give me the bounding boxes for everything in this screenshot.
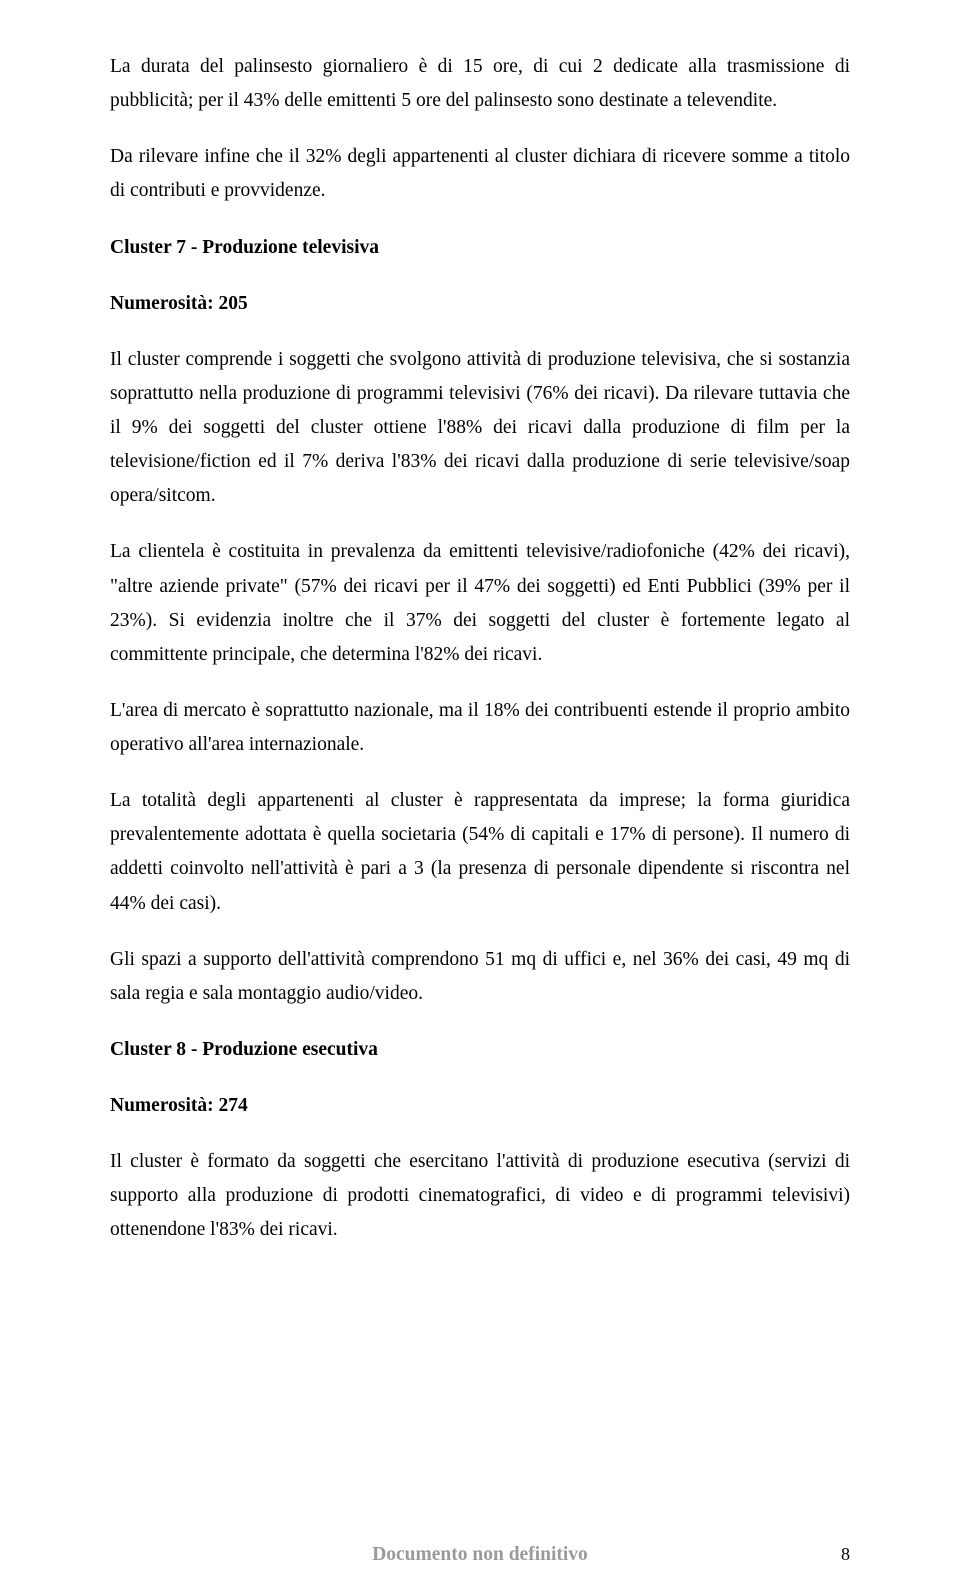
numerosity-label: Numerosità: 205 — [110, 287, 850, 321]
paragraph: La clientela è costituita in prevalenza … — [110, 535, 850, 672]
cluster-heading: Cluster 8 - Produzione esecutiva — [110, 1033, 850, 1067]
footer-doc-status: Documento non definitivo — [150, 1544, 810, 1566]
page-number: 8 — [810, 1544, 850, 1565]
paragraph: La durata del palinsesto giornaliero è d… — [110, 50, 850, 118]
paragraph: Il cluster è formato da soggetti che ese… — [110, 1145, 850, 1247]
paragraph: L'area di mercato è soprattutto nazional… — [110, 694, 850, 762]
paragraph: La totalità degli appartenenti al cluste… — [110, 784, 850, 921]
numerosity-label: Numerosità: 274 — [110, 1089, 850, 1123]
paragraph: Gli spazi a supporto dell'attività compr… — [110, 943, 850, 1011]
paragraph: Il cluster comprende i soggetti che svol… — [110, 343, 850, 514]
document-page: La durata del palinsesto giornaliero è d… — [0, 0, 960, 1594]
page-footer: Documento non definitivo 8 — [110, 1544, 850, 1566]
cluster-heading: Cluster 7 - Produzione televisiva — [110, 231, 850, 265]
paragraph: Da rilevare infine che il 32% degli appa… — [110, 140, 850, 208]
